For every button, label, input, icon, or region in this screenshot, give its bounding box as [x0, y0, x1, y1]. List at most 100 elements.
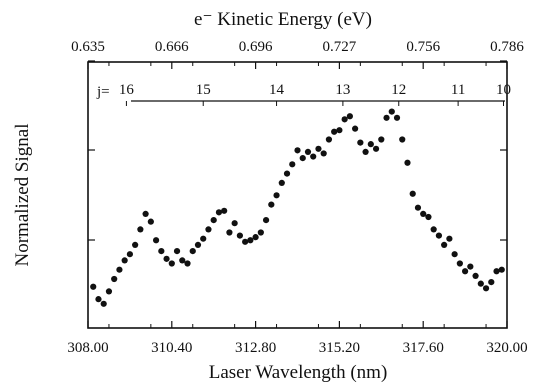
- data-point: [467, 263, 474, 270]
- x-tick-label: 320.00: [486, 340, 527, 356]
- data-point: [320, 150, 327, 157]
- data-points: [90, 108, 505, 307]
- data-point: [247, 237, 254, 244]
- data-point: [331, 128, 338, 135]
- data-point: [283, 170, 291, 177]
- data-point: [435, 232, 443, 239]
- data-point: [137, 226, 144, 233]
- data-point: [179, 257, 186, 264]
- data-point: [420, 210, 427, 217]
- data-point: [352, 125, 359, 132]
- axis-tick-marks: [87, 60, 508, 328]
- data-point: [184, 260, 191, 267]
- data-point: [498, 266, 505, 273]
- data-point: [116, 266, 123, 273]
- data-point: [393, 114, 401, 121]
- data-point: [242, 238, 249, 245]
- data-point: [451, 251, 458, 258]
- data-point: [294, 147, 301, 154]
- j-label: 15: [196, 82, 211, 98]
- data-point: [200, 235, 207, 242]
- data-point: [362, 148, 369, 155]
- x-tick-label: 310.40: [151, 340, 192, 356]
- data-point: [399, 136, 406, 143]
- data-point: [147, 218, 154, 225]
- j-label: 11: [451, 82, 465, 98]
- data-point: [132, 241, 139, 248]
- data-point: [121, 257, 128, 264]
- data-point: [446, 235, 453, 242]
- data-point: [100, 300, 107, 307]
- top-tick-label: 0.786: [490, 39, 524, 55]
- top-tick-label: 0.727: [323, 39, 357, 55]
- data-point: [425, 213, 432, 221]
- data-point: [273, 192, 280, 199]
- j-labels: 16 15 14 13 12 11 10: [119, 82, 511, 106]
- data-point: [105, 288, 113, 295]
- data-point: [462, 268, 469, 275]
- data-point: [173, 248, 181, 255]
- data-point: [142, 210, 149, 217]
- j-label: 14: [269, 82, 285, 98]
- data-point: [477, 280, 484, 287]
- data-point: [189, 248, 196, 255]
- data-point: [152, 237, 160, 244]
- top-axis-title: e⁻ Kinetic Energy (eV): [194, 9, 372, 30]
- plot-frame: [87, 61, 508, 329]
- data-point: [262, 217, 270, 224]
- j-label: 12: [391, 82, 406, 98]
- data-point: [346, 113, 353, 120]
- data-point: [304, 148, 312, 155]
- data-point: [404, 159, 411, 166]
- data-point: [357, 139, 364, 146]
- data-point: [310, 153, 317, 160]
- data-point: [378, 136, 385, 143]
- data-point: [482, 285, 490, 292]
- j-label: 13: [335, 82, 350, 98]
- data-point: [158, 248, 165, 255]
- top-tick-label: 0.756: [406, 39, 440, 55]
- data-point: [315, 145, 322, 152]
- j-label: 16: [119, 82, 135, 98]
- data-point: [221, 207, 228, 214]
- data-point: [414, 204, 422, 211]
- data-point: [226, 229, 233, 236]
- data-point: [111, 275, 118, 283]
- x-tick-label: 317.60: [403, 340, 444, 356]
- data-point: [372, 145, 380, 152]
- data-point: [430, 226, 437, 233]
- data-point: [341, 116, 348, 123]
- y-axis-title: Normalized Signal: [12, 124, 33, 267]
- data-point: [388, 108, 395, 115]
- data-point: [493, 268, 500, 275]
- x-tick-label: 308.00: [67, 340, 108, 356]
- bottom-tick-labels: 308.00 310.40 312.80 315.20 317.60 320.00: [67, 340, 527, 356]
- data-point: [215, 209, 223, 216]
- data-point: [194, 241, 202, 248]
- data-point: [268, 201, 275, 208]
- data-point: [95, 296, 102, 303]
- top-tick-label: 0.666: [155, 39, 189, 55]
- data-point: [325, 136, 333, 143]
- data-point: [488, 279, 495, 286]
- data-point: [299, 155, 306, 162]
- data-point: [456, 260, 463, 267]
- data-point: [236, 232, 243, 239]
- data-point: [441, 241, 448, 248]
- data-point: [168, 260, 175, 267]
- data-point: [278, 179, 285, 186]
- top-tick-label: 0.696: [239, 39, 273, 55]
- j-label: 10: [496, 82, 511, 98]
- data-point: [409, 190, 416, 197]
- top-tick-label: 0.635: [71, 39, 105, 55]
- data-point: [336, 127, 343, 134]
- data-point: [231, 220, 238, 227]
- top-tick-labels: 0.635 0.666 0.696 0.727 0.756 0.786: [71, 39, 524, 55]
- data-point: [90, 283, 97, 290]
- data-point: [205, 226, 212, 233]
- data-point: [472, 272, 479, 279]
- data-point: [126, 251, 133, 258]
- data-point: [252, 234, 259, 241]
- x-tick-label: 315.20: [319, 340, 360, 356]
